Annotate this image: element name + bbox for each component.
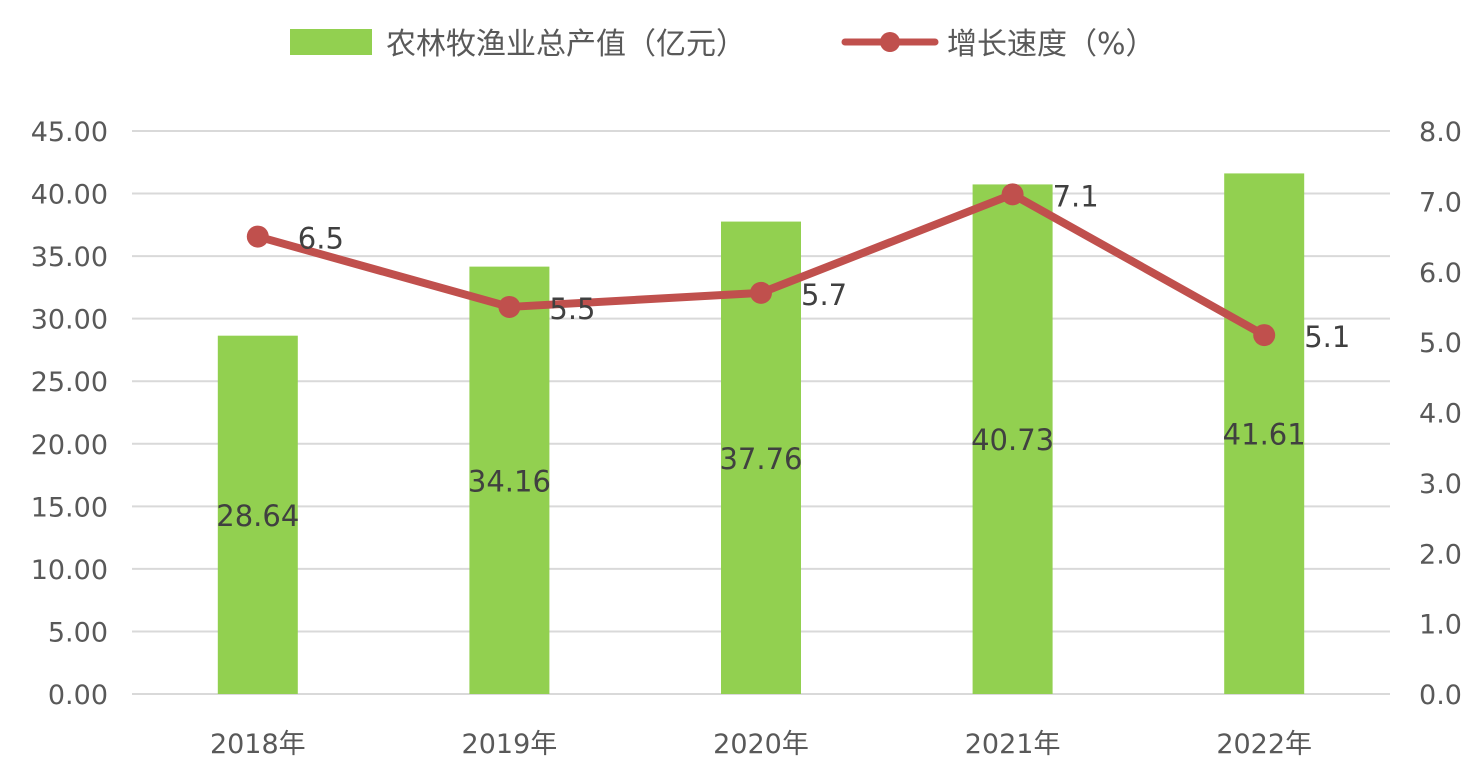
left-axis-tick-label: 30.00 [31,305,108,336]
bar-series [217,173,1305,695]
category-label: 2018年 [210,729,306,760]
left-axis-tick-label: 5.00 [48,617,108,648]
left-axis-tick-label: 25.00 [31,367,108,398]
category-label: 2022年 [1216,729,1312,760]
left-axis-tick-label: 20.00 [31,430,108,461]
growth-point [750,281,772,304]
left-axis-tick-label: 35.00 [31,242,108,273]
legend-line-label: 增长速度（%） [947,27,1156,62]
bar [217,335,298,694]
growth-point [246,225,269,248]
growth-point [1001,183,1024,206]
category-label: 2021年 [965,729,1061,760]
left-axis-tick-label: 10.00 [31,555,108,586]
bar-value-label: 41.61 [1223,418,1306,452]
right-axis-tick-label: 3.0 [1419,469,1462,500]
line-value-label: 5.1 [1304,320,1350,354]
category-label: 2019年 [462,729,558,760]
bar [1224,173,1305,695]
left-axis-ticks: 0.00 5.00 10.00 15.00 20.00 25.00 30.00 35.00 40… [31,117,108,711]
right-axis-tick-label: 5.0 [1419,328,1462,359]
line-value-label: 6.5 [298,222,344,256]
bar-data-labels: 28.64 34.16 37.76 40.73 41.61 [216,418,1305,533]
right-axis-tick-label: 2.0 [1419,539,1462,570]
legend: 农林牧渔业总产值（亿元） 增长速度（%） [290,27,1156,62]
right-axis-tick-label: 8.0 [1419,117,1462,148]
line-data-labels: 6.5 5.5 5.7 7.1 5.1 [298,179,1351,354]
bar-value-label: 37.76 [719,442,802,476]
left-axis-tick-label: 15.00 [31,492,108,523]
bar [972,184,1053,695]
legend-bar-label: 农林牧渔业总产值（亿元） [386,27,746,62]
left-axis-tick-label: 0.00 [48,680,108,711]
line-value-label: 5.7 [801,278,847,312]
growth-point [1253,324,1276,347]
line-series [246,183,1276,347]
left-axis-tick-label: 40.00 [31,180,108,211]
legend-bar-swatch [290,29,372,55]
right-axis-tick-label: 0.0 [1419,680,1462,711]
right-axis-ticks: 0.0 1.0 2.0 3.0 4.0 5.0 6.0 7.0 8.0 [1419,117,1462,711]
category-axis-labels: 2018年 2019年 2020年 2021年 2022年 [210,729,1312,760]
right-axis-tick-label: 4.0 [1419,399,1462,430]
bar-value-label: 40.73 [971,423,1054,457]
right-axis-tick-label: 6.0 [1419,258,1462,289]
line-value-label: 7.1 [1053,179,1099,213]
left-axis-tick-label: 45.00 [31,117,108,148]
growth-point [498,295,521,318]
line-value-label: 5.5 [549,292,595,326]
bar-value-label: 34.16 [468,464,551,498]
bar-value-label: 28.64 [216,499,299,533]
legend-line-marker [880,32,900,52]
right-axis-tick-label: 7.0 [1419,187,1462,218]
bar [469,266,550,694]
right-axis-tick-label: 1.0 [1419,610,1462,641]
category-label: 2020年 [713,729,809,760]
